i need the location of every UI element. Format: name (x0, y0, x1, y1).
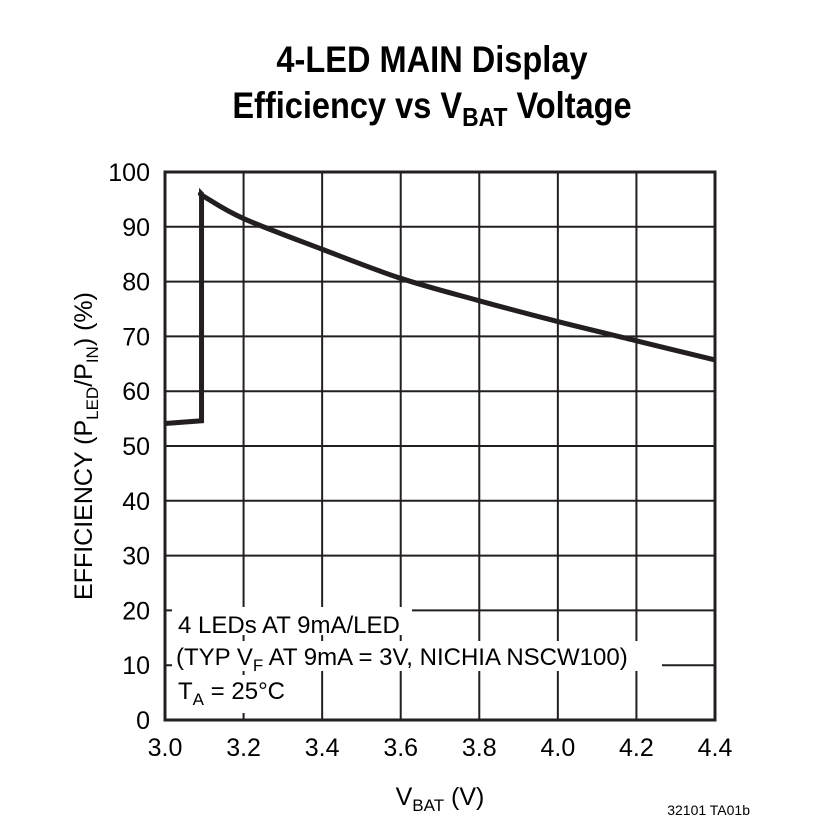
y-tick-label: 90 (122, 214, 150, 242)
plot-frame (163, 170, 717, 722)
x-tick-label: 3.4 (305, 734, 340, 762)
y-tick-label: 70 (122, 323, 150, 351)
y-tick-label: 40 (122, 488, 150, 516)
y-tick-label: 10 (122, 652, 150, 680)
x-tick-label: 3.2 (226, 734, 261, 762)
figure-code: 32101 TA01b (667, 802, 750, 818)
y-tick-label: 80 (122, 269, 150, 297)
y-tick-label: 60 (122, 378, 150, 406)
x-axis-label: VBAT (V) (396, 783, 485, 815)
x-tick-label: 3.8 (462, 734, 497, 762)
x-tick-label: 4.0 (540, 734, 575, 762)
x-tick-label: 4.2 (619, 734, 654, 762)
y-tick-label: 0 (136, 707, 150, 735)
y-tick-labels: 0 10 20 30 40 50 60 70 80 90 100 (108, 159, 150, 735)
x-tick-label: 3.6 (383, 734, 418, 762)
y-axis-label: EFFICIENCY (PLED/PIN) (%) (70, 292, 102, 600)
annotation-line3: TA = 25°C (178, 678, 285, 709)
annotation-box: 4 LEDs AT 9mA/LED (TYP VF AT 9mA = 3V, N… (172, 607, 662, 713)
y-tick-label: 100 (108, 159, 150, 187)
series-layer (164, 187, 716, 427)
annotation-line2: (TYP VF AT 9mA = 3V, NICHIA NSCW100) (176, 644, 628, 675)
x-tick-label: 3.0 (148, 734, 183, 762)
y-tick-label: 20 (122, 597, 150, 625)
chart-title-line1: 4-LED MAIN Display (276, 39, 588, 80)
efficiency-series-line (164, 187, 716, 427)
x-tick-labels: 3.0 3.2 3.4 3.6 3.8 4.0 4.2 4.4 (148, 734, 733, 762)
x-tick-label: 4.4 (698, 734, 733, 762)
y-tick-label: 50 (122, 433, 150, 461)
chart-title-line2: Efficiency vs VBAT Voltage (232, 85, 631, 132)
y-tick-label: 30 (122, 543, 150, 571)
annotation-line1: 4 LEDs AT 9mA/LED (178, 612, 400, 639)
